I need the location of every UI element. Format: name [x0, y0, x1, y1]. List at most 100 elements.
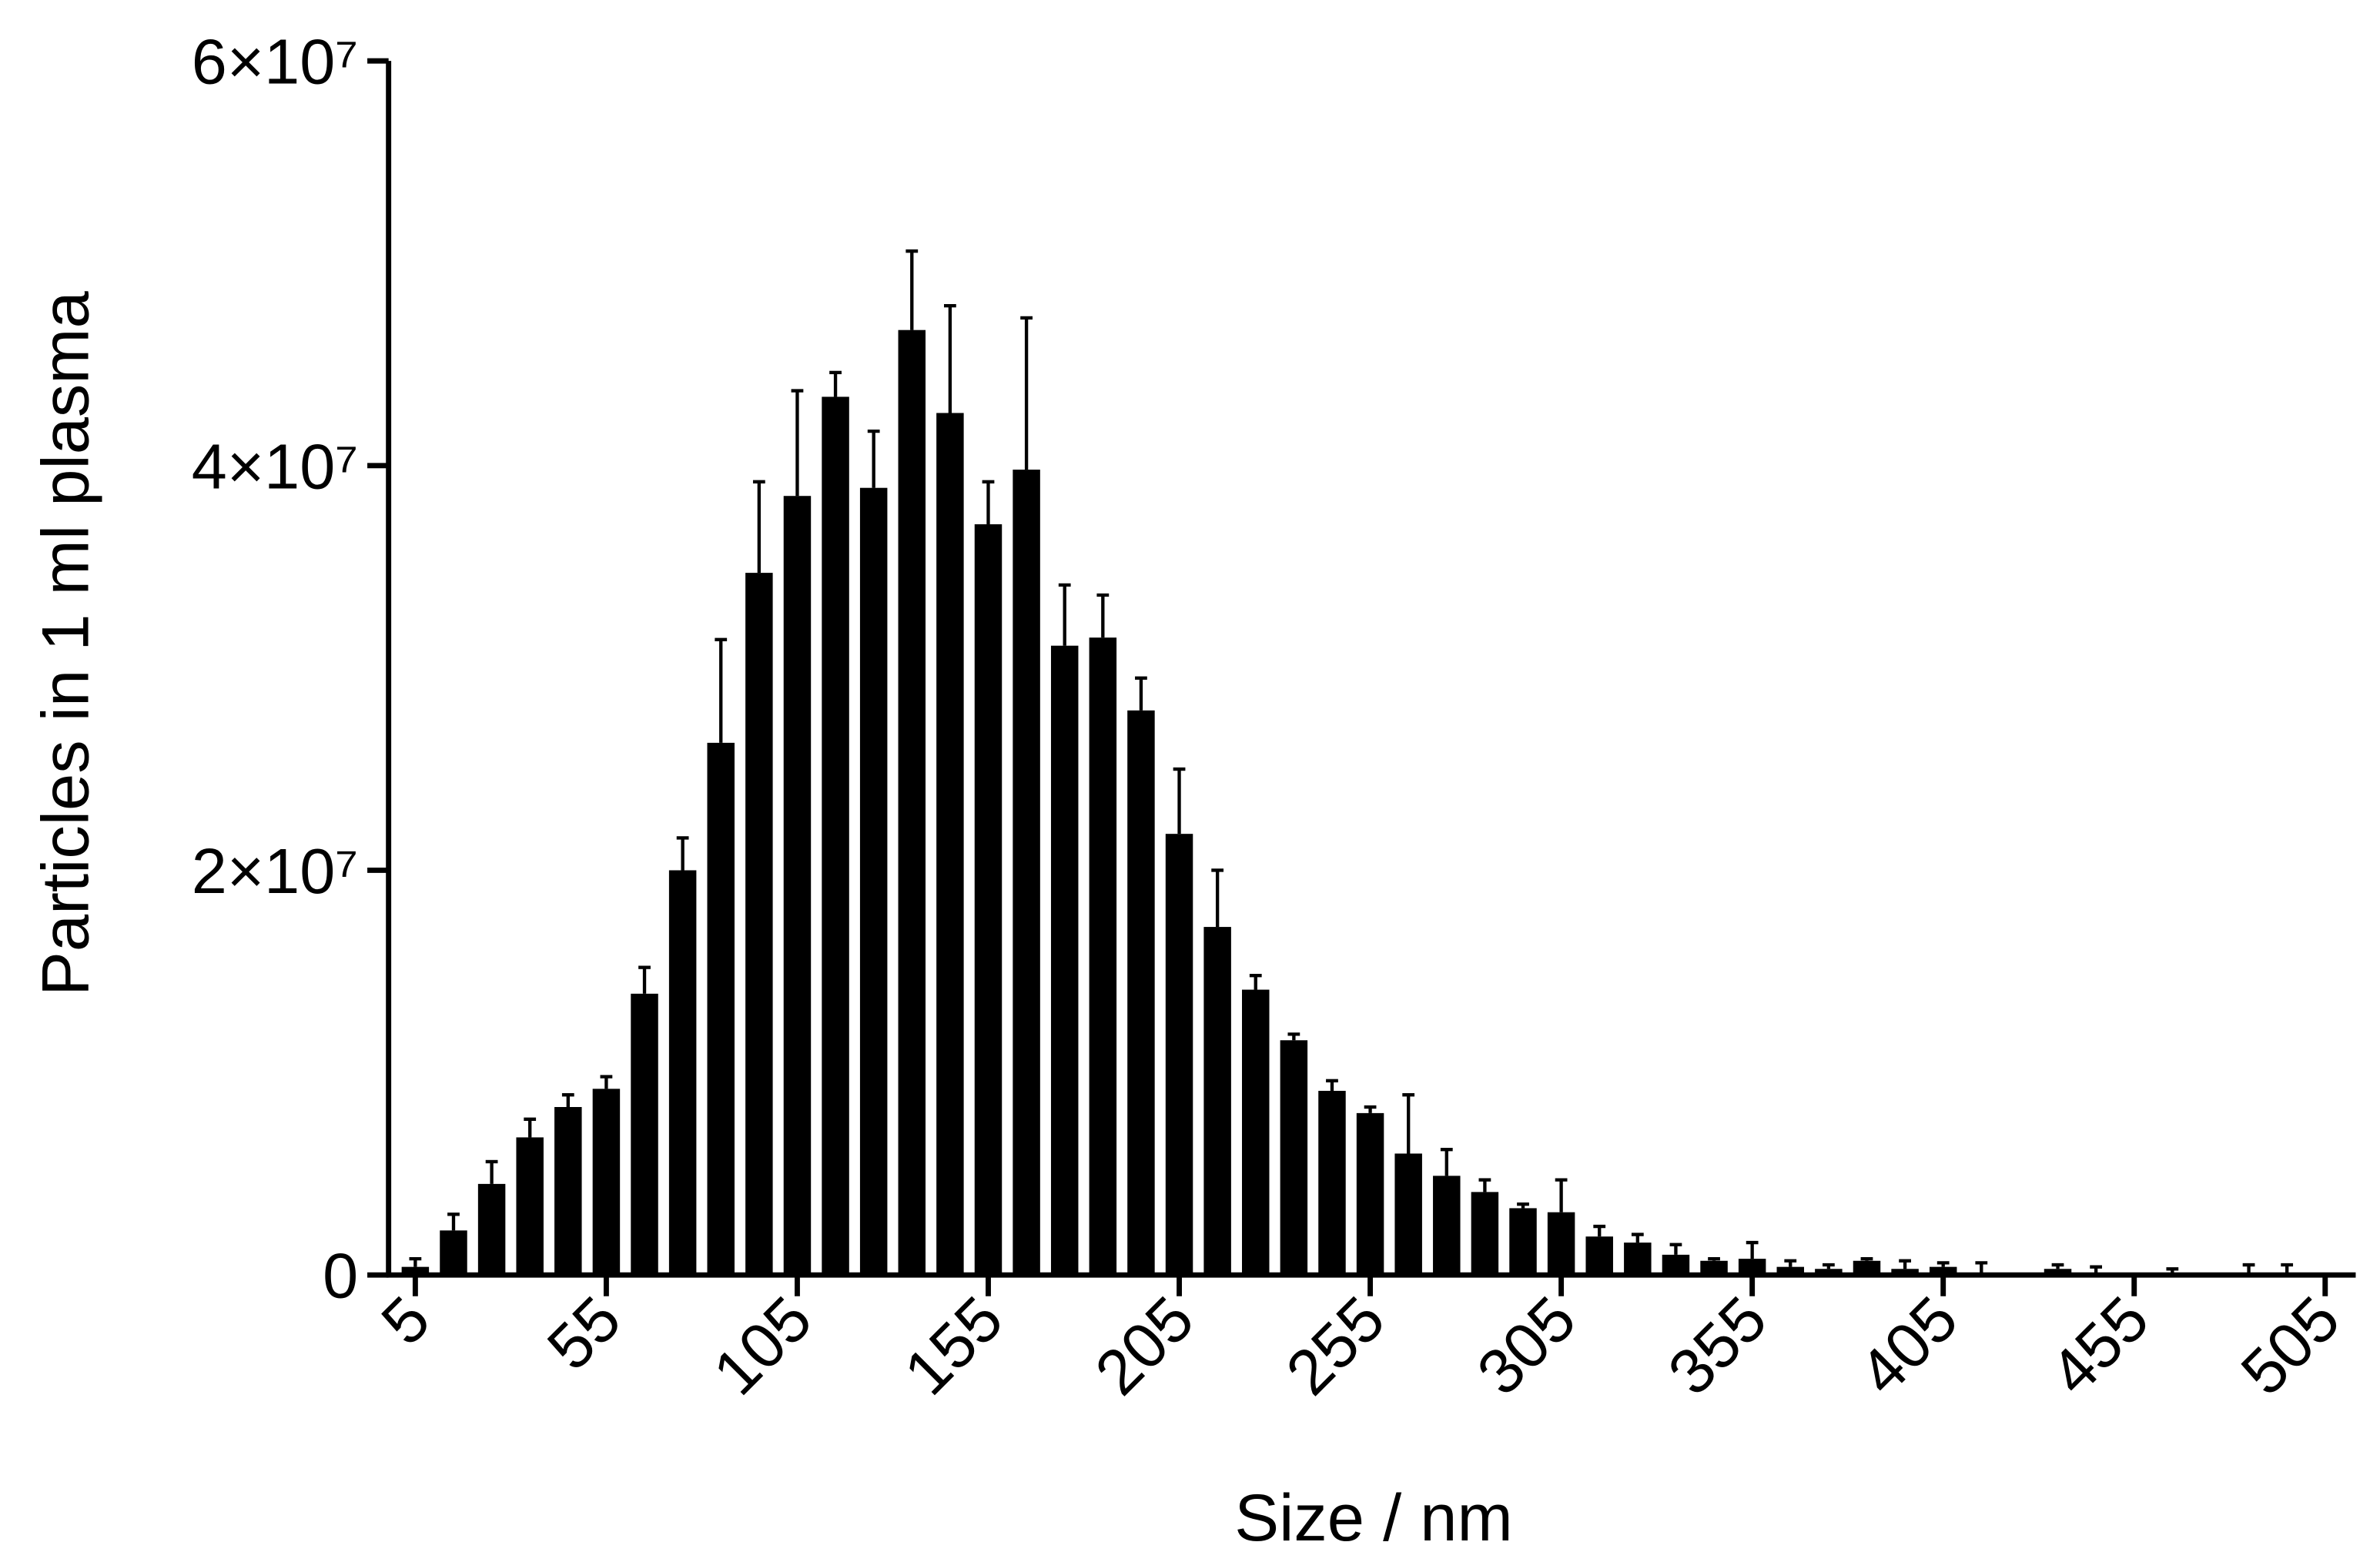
error-bar: [485, 1159, 498, 1184]
bar: [936, 413, 964, 1276]
error-bar: [1708, 1256, 1720, 1261]
error-bar: [409, 1256, 422, 1267]
bar: [745, 573, 773, 1276]
bar: [1050, 645, 1079, 1276]
error-bar: [1746, 1240, 1759, 1259]
error-bar: [1784, 1259, 1797, 1267]
error-bar: [791, 389, 804, 497]
bar: [1013, 470, 1040, 1276]
error-bar: [600, 1075, 613, 1089]
bar: [477, 1183, 506, 1276]
error-bar: [905, 249, 919, 330]
error-bar: [1249, 973, 1262, 990]
x-tick-label: 205: [1081, 1283, 1207, 1408]
error-bar: [1287, 1032, 1300, 1041]
error-bar: [1555, 1178, 1568, 1212]
error-bar: [447, 1212, 460, 1231]
error-bar: [1478, 1178, 1491, 1192]
bar: [974, 524, 1003, 1276]
bar: [631, 993, 658, 1276]
bar: [1089, 637, 1117, 1276]
bar: [1853, 1260, 1881, 1276]
error-bar: [1211, 868, 1224, 928]
bar: [1165, 834, 1193, 1276]
bar: [1891, 1269, 1919, 1276]
bar: [707, 742, 735, 1276]
bar: [516, 1137, 544, 1276]
error-bar: [1669, 1243, 1682, 1255]
bar: [1356, 1112, 1384, 1276]
error-bar: [2166, 1267, 2179, 1273]
error-bar: [1975, 1261, 1988, 1273]
error-bar: [2051, 1263, 2064, 1269]
bar: [1242, 989, 1270, 1276]
error-bar: [1058, 583, 1071, 646]
bar: [1433, 1176, 1461, 1276]
y-tick-label: 0: [323, 1240, 358, 1312]
bar: [1776, 1266, 1805, 1276]
x-tick-label: 255: [1273, 1283, 1398, 1408]
bar: [859, 487, 888, 1276]
y-tick-label: 4×10⁷: [192, 430, 358, 502]
error-bar: [1096, 593, 1110, 638]
x-tick-label: 505: [2228, 1283, 2353, 1408]
error-bar: [715, 637, 728, 743]
bar: [668, 870, 697, 1276]
error-bar: [752, 480, 765, 574]
error-bar: [561, 1093, 574, 1108]
error-bar: [1173, 767, 1186, 835]
error-bar: [1020, 316, 1033, 470]
x-tick-label: 455: [2037, 1283, 2162, 1408]
error-bar: [1135, 676, 1147, 711]
y-tick-label: 2×10⁷: [192, 835, 358, 907]
error-bar: [1822, 1263, 1835, 1269]
x-tick-label: 5: [367, 1283, 443, 1358]
error-bar: [1517, 1202, 1529, 1209]
bar: [898, 329, 926, 1276]
bar: [2044, 1269, 2072, 1276]
bar: [1929, 1266, 1957, 1276]
bar: [1662, 1254, 1690, 1276]
x-tick-label: 405: [1846, 1283, 1971, 1408]
error-bar: [982, 480, 995, 525]
x-tick-label: 155: [890, 1283, 1016, 1408]
x-tick-label: 355: [1655, 1283, 1780, 1408]
bar: [440, 1230, 467, 1276]
bar: [2234, 1273, 2263, 1276]
error-bar: [524, 1117, 537, 1138]
error-bar: [1364, 1105, 1377, 1113]
error-bar: [2281, 1263, 2294, 1273]
bar: [1547, 1212, 1575, 1276]
error-bar: [1593, 1224, 1606, 1237]
bar: [1585, 1236, 1613, 1276]
y-tick-label: 6×10⁷: [192, 26, 358, 98]
bar: [1127, 710, 1155, 1276]
bar: [1815, 1269, 1843, 1276]
error-bar: [2242, 1263, 2255, 1273]
error-bar: [867, 429, 880, 488]
x-tick-label: 105: [699, 1283, 825, 1408]
bar: [1394, 1153, 1422, 1276]
bar: [1471, 1192, 1499, 1276]
bar: [1509, 1208, 1537, 1276]
bar: [1318, 1090, 1346, 1276]
y-axis-title: Particles in 1 ml plasma: [28, 290, 102, 995]
bar: [1280, 1040, 1308, 1276]
bar: [783, 496, 812, 1276]
error-bar: [1440, 1148, 1453, 1176]
x-tick-label: 305: [1464, 1283, 1589, 1408]
bar: [1700, 1260, 1728, 1276]
error-bar: [944, 303, 956, 413]
bar: [1738, 1259, 1766, 1276]
x-axis-title: Size / nm: [1234, 1480, 1512, 1555]
bar: [2082, 1273, 2110, 1276]
error-bar: [676, 836, 689, 871]
error-bar: [1631, 1233, 1644, 1243]
error-bar: [1899, 1259, 1911, 1269]
bar: [592, 1089, 621, 1276]
error-bar: [829, 370, 842, 397]
error-bar: [1326, 1079, 1338, 1091]
error-bar: [1936, 1261, 1950, 1267]
